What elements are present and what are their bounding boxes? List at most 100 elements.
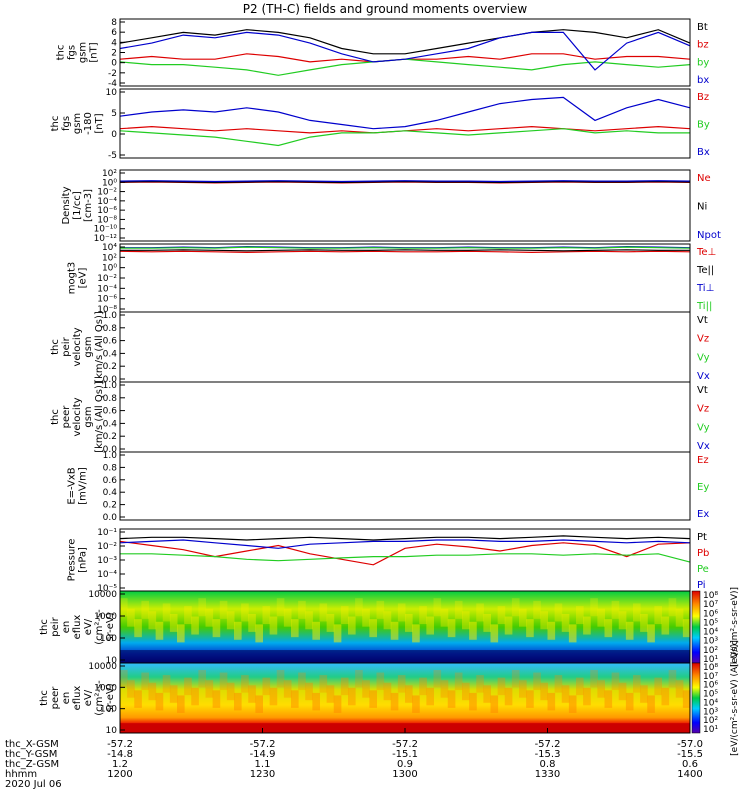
y-tick-label: 10⁻⁶ [97, 206, 117, 216]
legend-entry: Bx [697, 147, 710, 158]
y-label-line: thc [50, 339, 61, 355]
y-label-line: gsm [83, 406, 94, 427]
y-tick-label: 1000 [94, 683, 117, 693]
heatmap-cell [355, 670, 363, 688]
x-row-value: 1200 [107, 769, 132, 780]
y-axis-label: E=-VxB[mV/m] [67, 467, 89, 505]
x-row-name: hhmm [5, 769, 37, 780]
heatmap-cell [597, 608, 605, 627]
heatmap-cell [148, 611, 157, 630]
y-label-line: en [61, 692, 72, 705]
heatmap-cell [426, 687, 434, 706]
x-row-value: 1330 [535, 769, 560, 780]
heatmap-cell [590, 670, 598, 688]
y-tick-label: 0.2 [103, 501, 117, 511]
legend-entry: Vy [697, 352, 710, 363]
heatmap-cell [120, 598, 128, 617]
heatmap-cell [212, 619, 221, 638]
y-tick-label: 0.8 [103, 463, 118, 473]
chart-title: P2 (TH-C) fields and ground moments over… [243, 2, 528, 16]
y-axis-label: thcpeirvelocitygsm[km/s (All Qs)] [50, 311, 105, 383]
colorbar-tick: 10² [703, 646, 718, 656]
heatmap-cell [618, 611, 627, 630]
heatmap-cell [412, 695, 420, 713]
panel-pressure: 10⁻¹ 10⁻² 10⁻³ 10⁻⁴ 10⁻⁵ Pressure[nPa] Pt Pb Pe P… [67, 528, 710, 594]
x-row-value: -15.3 [535, 749, 561, 760]
heatmap-cell [682, 619, 691, 638]
colorbar-tick: 10⁷ [703, 600, 718, 610]
heatmap-cell [205, 608, 214, 627]
x-row-value: -14.8 [107, 749, 133, 760]
heatmap-cell [283, 680, 292, 698]
y-tick-label: 0.4 [103, 349, 118, 359]
heatmap-cell [255, 695, 263, 713]
y-tick-label: 0.0 [103, 445, 118, 455]
heatmap-cell [219, 600, 228, 619]
y-label-line: peir [50, 616, 61, 636]
y-label-line: (cm²-s- [94, 609, 105, 645]
y-tick-label: 1.0 [103, 381, 118, 391]
y-axis-label: Density[1/cc][cm-3] [61, 186, 94, 224]
y-label-line: gsm [72, 113, 83, 134]
heatmap-cell [177, 624, 185, 643]
heatmap-cell [519, 608, 527, 627]
x-row-value: -57.2 [107, 739, 133, 750]
heatmap-cell [483, 613, 491, 632]
heatmap-cell [526, 619, 534, 638]
heatmap-cell [326, 685, 335, 703]
colorbar-label: [eV/(cm²-s-sr-eV) (All Qs)] [730, 640, 740, 756]
legend-entry: Ez [697, 455, 709, 466]
colorbar-tick: 10⁶ [703, 681, 718, 691]
heatmap-cell [355, 598, 363, 617]
colorbar-tick: 10⁴ [703, 698, 718, 708]
x-date: 2020 Jul 06 [5, 779, 62, 790]
heatmap-cell [319, 603, 328, 622]
heatmap-cell [412, 624, 420, 643]
legend-entry: Pe [697, 564, 709, 575]
heatmap-cell [654, 677, 662, 696]
heatmap-cell [234, 692, 242, 711]
y-tick-label: 0.0 [103, 513, 118, 523]
heatmap-cell [155, 621, 164, 640]
panel-peer-velocity: 1.00.80.60.40.20.0thcpeervelocitygsm[km/… [50, 381, 710, 455]
x-row-value: -15.1 [392, 749, 418, 760]
heatmap-cell [597, 680, 605, 698]
heatmap-cell [647, 624, 655, 643]
heatmap-cell [362, 680, 370, 698]
heatmap-cell [497, 677, 506, 696]
heatmap-cell [184, 677, 192, 696]
heatmap-cell [134, 619, 142, 638]
panel-frame [119, 381, 691, 453]
noise-band [120, 650, 690, 663]
heatmap-cell [369, 690, 377, 708]
heatmap-peer-eflux [120, 663, 690, 733]
x-row-value: -15.5 [677, 749, 703, 760]
heatmap-cell [447, 690, 456, 708]
y-label-line: fgs [67, 45, 78, 60]
heatmap-cell [625, 621, 634, 640]
heatmap-cell [205, 680, 214, 698]
y-label-line: thc [50, 116, 61, 132]
heatmap-cell [169, 613, 178, 632]
heatmap-cell [390, 692, 399, 711]
panel-density: 10²10⁰10⁻²10⁻⁴10⁻⁶10⁻⁸10⁻¹⁰10⁻¹²Density[… [61, 169, 721, 244]
y-label-line: [km/s (All Qs)] [94, 381, 105, 453]
y-label-line: thc [50, 409, 61, 425]
y-axis-label: Pressure[nPa] [67, 539, 89, 582]
heatmap-cell [127, 680, 135, 698]
legend-entry: Ey [697, 482, 709, 493]
legend-entry: Pi [697, 580, 706, 591]
heatmap-cell [633, 675, 641, 693]
heatmap-cell [241, 603, 249, 622]
panel-frame [119, 88, 691, 159]
heatmap-cell [554, 675, 563, 693]
series-line-fgs-gsm-3 [119, 31, 691, 71]
heatmap-cell [511, 670, 520, 688]
heatmap-cell [319, 675, 328, 693]
heatmap-cell [312, 621, 320, 640]
heatmap-cell [497, 606, 506, 625]
y-axis-label: mogt3[eV] [67, 262, 89, 295]
colorbar-tick: 10² [703, 716, 718, 726]
heatmap-cell [298, 600, 306, 619]
panel-peir-eflux: 10000 1000 100 10 thcpeirenefluxeV/(cm²-s-sr… [39, 587, 740, 667]
